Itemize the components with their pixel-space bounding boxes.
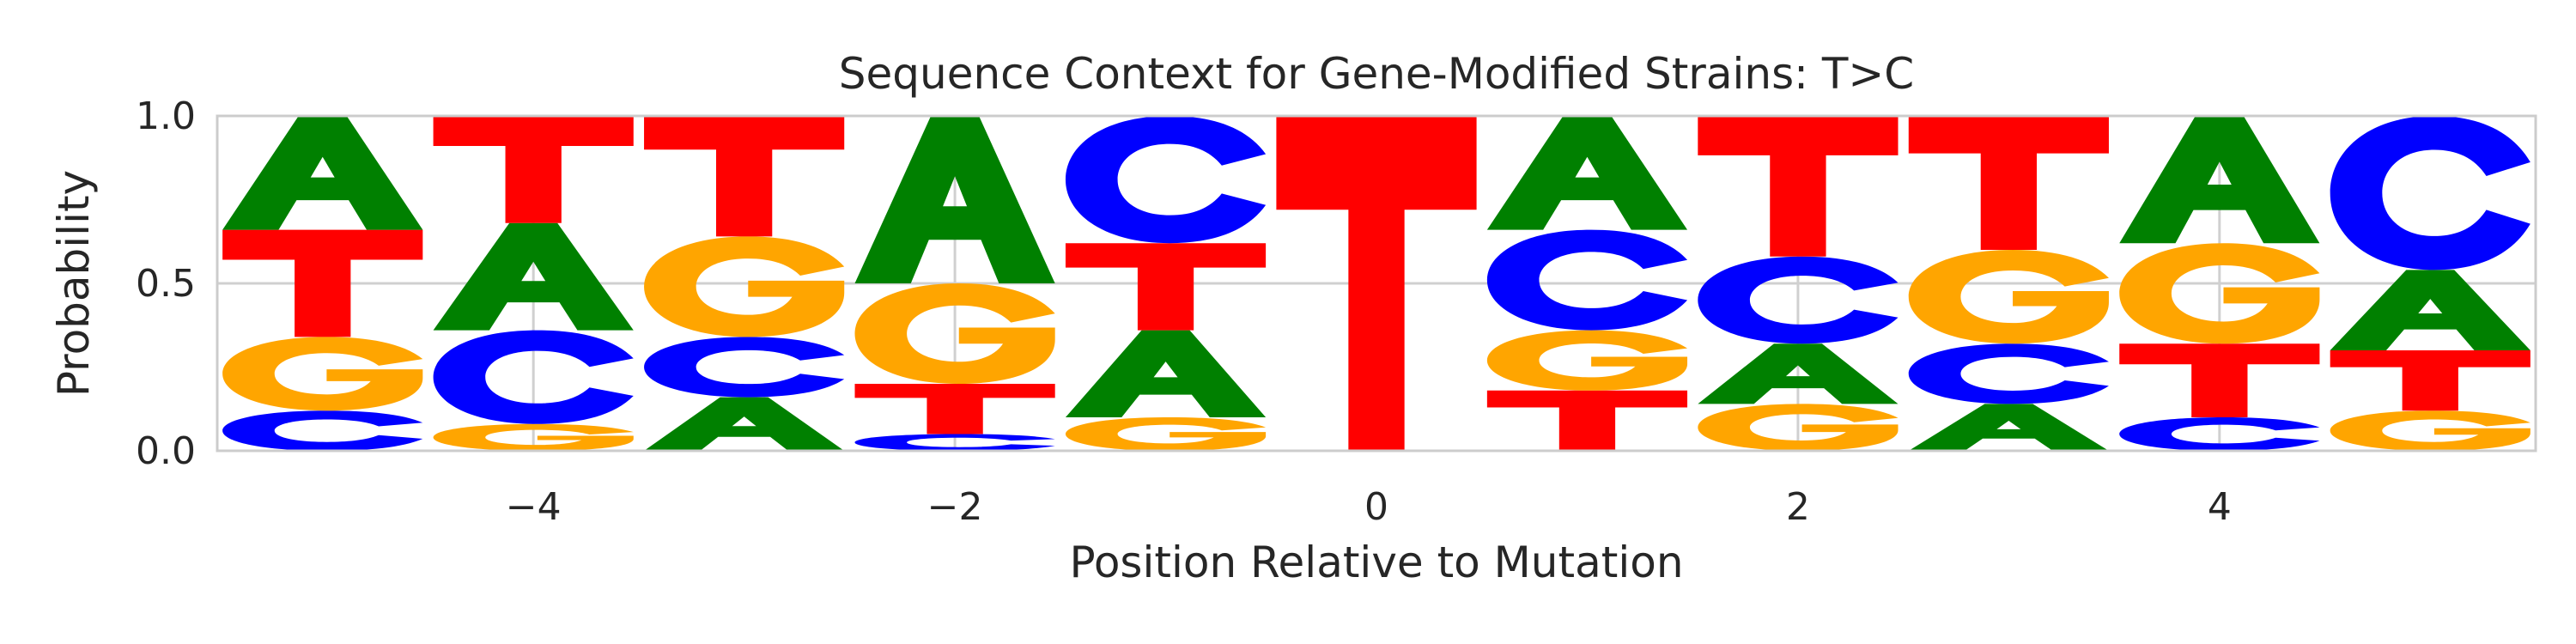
logo-letter-G xyxy=(854,283,1055,384)
logo-letter-T xyxy=(854,384,1055,434)
logo-letter-G xyxy=(1486,330,1688,391)
logo-letter-T xyxy=(1276,116,1477,451)
logo-letter-C xyxy=(854,434,1055,451)
x-tick-label: 2 xyxy=(1786,485,1810,529)
y-tick-label: 0.5 xyxy=(136,262,196,306)
logo-letter-A xyxy=(222,116,423,230)
y-tick-label: 0.0 xyxy=(136,429,196,473)
logo-letter-C xyxy=(1698,256,1899,344)
logo-letter-A xyxy=(2119,116,2320,244)
logo-letter-T xyxy=(2119,343,2320,418)
x-tick-label: 0 xyxy=(1364,485,1388,529)
logo-letter-G xyxy=(222,337,423,411)
logo-letters xyxy=(222,116,2530,451)
logo-letter-G xyxy=(1698,404,1899,451)
logo-letter-A xyxy=(1486,116,1688,230)
logo-letter-A xyxy=(1698,343,1899,404)
chart-title: Sequence Context for Gene-Modified Strai… xyxy=(839,49,1914,99)
y-tick-labels: 0.0 0.5 1.0 xyxy=(136,94,196,473)
logo-letter-A xyxy=(433,222,634,331)
logo-letter-T xyxy=(644,116,845,237)
logo-letter-A xyxy=(2330,270,2530,350)
logo-letter-C xyxy=(1908,343,2109,404)
logo-letter-G xyxy=(644,236,845,337)
logo-letter-C xyxy=(2330,116,2530,270)
logo-letter-C xyxy=(1065,116,1267,244)
logo-letter-T xyxy=(433,116,634,223)
logo-letter-G xyxy=(2119,243,2320,344)
x-tick-label: −2 xyxy=(927,485,983,529)
logo-letter-T xyxy=(2330,350,2530,411)
logo-letter-T xyxy=(1908,116,2109,250)
logo-letter-A xyxy=(644,397,845,451)
y-tick-label: 1.0 xyxy=(136,94,196,138)
logo-letter-C xyxy=(433,330,634,424)
x-tick-label: 4 xyxy=(2208,485,2232,529)
logo-letter-T xyxy=(1698,116,1899,257)
logo-letter-C xyxy=(644,337,845,398)
logo-letter-C xyxy=(222,410,423,451)
logo-letter-G xyxy=(2330,410,2530,451)
logo-letter-G xyxy=(1908,250,2109,344)
logo-letter-A xyxy=(854,116,1055,283)
plot-frame xyxy=(216,114,2537,453)
logo-letter-T xyxy=(1065,243,1267,331)
x-tick-label: −4 xyxy=(506,485,562,529)
logo-letter-C xyxy=(2119,417,2320,451)
logo-letter-G xyxy=(1065,417,1267,451)
y-axis-label: Probability xyxy=(49,170,99,397)
logo-letter-G xyxy=(433,423,634,451)
x-tick-labels: −4 −2 0 2 4 xyxy=(506,485,2232,529)
logo-letter-T xyxy=(1486,390,1688,451)
x-axis-label: Position Relative to Mutation xyxy=(1069,538,1683,587)
logo-letter-A xyxy=(1908,404,2109,451)
logo-letter-T xyxy=(222,229,423,337)
logo-letter-C xyxy=(1486,229,1688,331)
logo-letter-A xyxy=(1065,330,1267,417)
